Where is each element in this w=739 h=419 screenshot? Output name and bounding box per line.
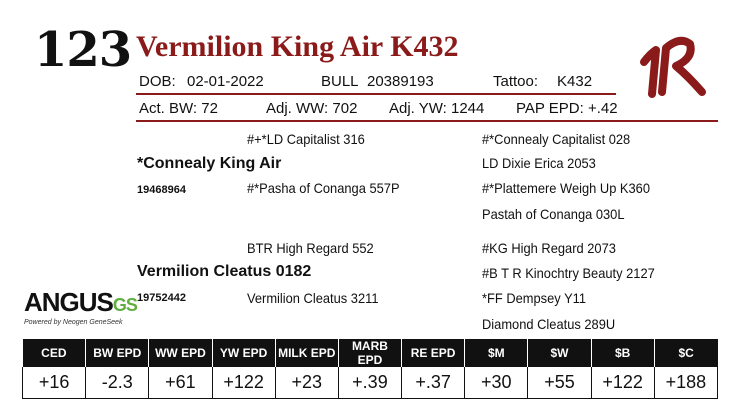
adjusted-yearling-weight: Adj. YW: 1244 xyxy=(389,100,485,117)
epd-header-m: $M xyxy=(464,339,528,367)
epd-value-bw: -2.3 xyxy=(85,367,149,399)
sire-dam-sire: #*Plattemere Weigh Up K360 xyxy=(482,180,651,196)
dam-reg: 19752442 xyxy=(137,292,186,304)
dam-sire-dam: #B T R Kinochtry Beauty 2127 xyxy=(482,265,655,281)
sire-name: *Connealy King Air xyxy=(137,155,282,172)
epd-value-w: +55 xyxy=(527,367,592,399)
pap-epd: PAP EPD: +.42 xyxy=(516,100,618,117)
dam-dam-dam: Diamond Cleatus 289U xyxy=(482,316,616,332)
epd-header-ced: CED xyxy=(22,339,86,367)
epd-value-milk: +23 xyxy=(274,367,339,399)
epd-value-ww: +61 xyxy=(148,367,213,399)
epd-value-row: +16 -2.3 +61 +122 +23 +.39 +.37 +30 +55 … xyxy=(21,367,719,399)
epd-header-milk: MILK EPD xyxy=(274,339,339,367)
epd-value-re: +.37 xyxy=(401,367,465,399)
sire-sire-sire: #*Connealy Capitalist 028 xyxy=(482,131,631,147)
epd-header-c: $C xyxy=(653,339,718,367)
dam-sire: BTR High Regard 552 xyxy=(247,240,374,256)
epd-header-ww: WW EPD xyxy=(148,339,213,367)
epd-header-marb: MARB EPD xyxy=(337,339,402,367)
adjusted-weaning-weight: Adj. WW: 702 xyxy=(266,100,358,117)
epd-header-b: $B xyxy=(590,339,655,367)
dam-name: Vermilion Cleatus 0182 xyxy=(137,263,312,280)
logo-subtitle: Powered by Neogen GeneSeek xyxy=(24,319,123,326)
dob-value: 02-01-2022 xyxy=(187,73,264,90)
tattoo-label: Tattoo: xyxy=(493,73,539,90)
dam-dam-sire: *FF Dempsey Y11 xyxy=(482,290,587,306)
divider-bottom xyxy=(136,120,718,122)
actual-birth-weight: Act. BW: 72 xyxy=(139,100,218,117)
dam-dam: Vermilion Cleatus 3211 xyxy=(247,290,379,306)
brand-logo-icon xyxy=(640,36,706,98)
divider-top xyxy=(136,93,616,95)
angus-gs-logo: ANGUSGS Powered by Neogen GeneSeek xyxy=(24,287,138,326)
epd-header-w: $W xyxy=(527,339,592,367)
lot-number: 123 xyxy=(34,22,132,78)
epd-value-m: +30 xyxy=(464,367,528,399)
sire-sire-dam: LD Dixie Erica 2053 xyxy=(482,155,596,171)
epd-header-row: CED BW EPD WW EPD YW EPD MILK EPD MARB E… xyxy=(22,339,718,367)
sire-dam: #*Pasha of Conanga 557P xyxy=(247,180,400,196)
sire-dam-dam: Pastah of Conanga 030L xyxy=(482,206,625,222)
epd-table: CED BW EPD WW EPD YW EPD MILK EPD MARB E… xyxy=(21,339,719,399)
epd-value-ced: +16 xyxy=(21,367,86,399)
logo-angus-text: ANGUS xyxy=(24,287,114,317)
tattoo-value: K432 xyxy=(557,73,593,90)
dob-label: DOB: xyxy=(139,73,176,90)
epd-value-marb: +.39 xyxy=(337,367,402,399)
dam-sire-sire: #KG High Regard 2073 xyxy=(482,240,616,256)
sire-sire: #+*LD Capitalist 316 xyxy=(247,131,365,147)
epd-value-yw: +122 xyxy=(211,367,276,399)
logo-gs-text: GS xyxy=(112,295,138,315)
reg-number: 20389193 xyxy=(367,73,434,90)
epd-header-yw: YW EPD xyxy=(211,339,276,367)
animal-name: Vermilion King Air K432 xyxy=(136,30,459,63)
epd-value-c: +188 xyxy=(653,367,719,399)
sex-value: BULL xyxy=(321,73,359,90)
epd-header-bw: BW EPD xyxy=(85,339,149,367)
epd-value-b: +122 xyxy=(590,367,655,399)
epd-header-re: RE EPD xyxy=(401,339,465,367)
sire-reg: 19468964 xyxy=(137,184,186,196)
